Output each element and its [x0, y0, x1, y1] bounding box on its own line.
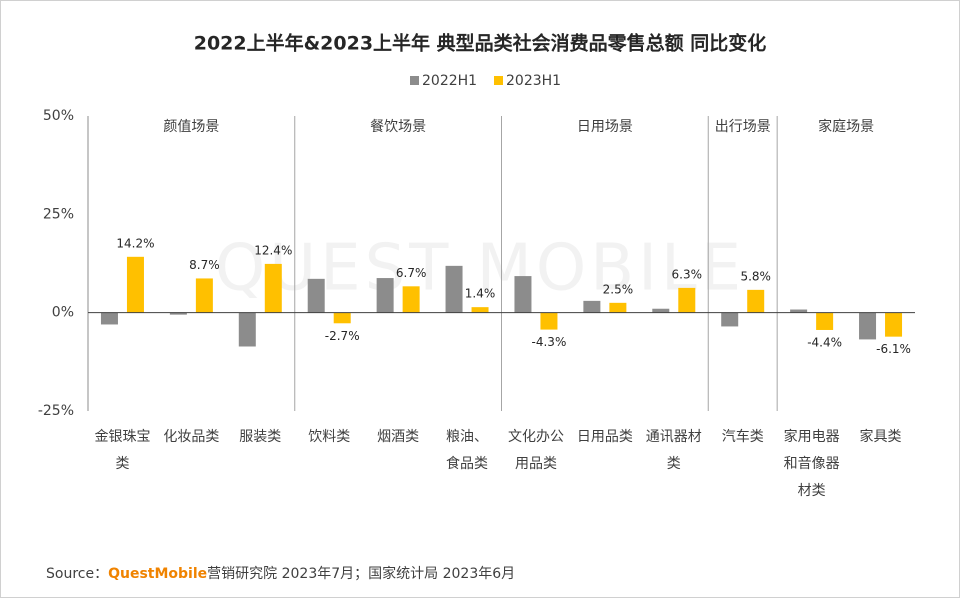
- x-tick-label-line: 粮油、: [446, 429, 488, 445]
- y-tick-label: 50%: [43, 108, 74, 124]
- value-label: 2.5%: [603, 282, 634, 296]
- bar: [307, 278, 325, 313]
- bar: [333, 312, 351, 324]
- x-tick-label-line: 食品类: [446, 455, 488, 472]
- x-tick-label-line: 类: [667, 456, 681, 472]
- x-tick-label-line: 材类: [798, 483, 826, 499]
- x-tick-label-line: 和音像器: [784, 455, 840, 472]
- x-tick-label-line: 汽车类: [722, 428, 764, 445]
- bar: [264, 263, 282, 313]
- chart-title: 2022上半年&2023上半年 典型品类社会消费品零售总额 同比变化: [194, 32, 767, 55]
- x-tick-label-line: 烟酒类: [377, 429, 419, 445]
- bar: [169, 312, 187, 315]
- bar: [885, 312, 903, 337]
- x-tick-label-line: 通讯器材: [646, 429, 702, 445]
- x-tick-label: 粮油、食品类: [446, 429, 488, 472]
- source-prefix: Source：: [46, 566, 108, 582]
- watermark: QUEST MOBILE: [215, 232, 745, 306]
- legend-label: 2023H1: [506, 73, 561, 89]
- value-label: 6.7%: [396, 266, 427, 280]
- x-tick-label-line: 类: [115, 456, 129, 472]
- bar: [126, 256, 144, 313]
- value-label: -4.3%: [532, 335, 567, 349]
- x-tick-label: 家具类: [860, 428, 902, 445]
- x-tick-label-line: 金银珠宝: [94, 429, 150, 445]
- x-tick-label-line: 文化办公: [508, 429, 564, 445]
- x-tick-label: 日用品类: [577, 429, 633, 445]
- bar: [195, 278, 213, 313]
- group-label: 出行场景: [715, 119, 771, 135]
- value-label: -4.4%: [807, 335, 842, 349]
- x-tick-label: 文化办公用品类: [508, 429, 564, 472]
- bar: [514, 276, 532, 313]
- legend-swatch: [410, 76, 419, 85]
- x-tick-label-line: 家具类: [860, 428, 902, 445]
- bar: [678, 287, 696, 313]
- x-tick-label: 家用电器和音像器材类: [784, 428, 840, 499]
- bar: [721, 312, 739, 327]
- x-tick-label-line: 用品类: [515, 456, 557, 472]
- bar: [790, 309, 808, 313]
- x-tick-label-line: 饮料类: [308, 429, 350, 445]
- bar: [100, 312, 118, 325]
- value-label: 12.4%: [254, 243, 292, 257]
- bar: [747, 289, 765, 313]
- x-tick-label-line: 化妆品类: [163, 429, 219, 445]
- bar: [471, 307, 489, 313]
- x-tick-label: 服装类: [239, 429, 281, 445]
- source: Source：QuestMobile营销研究院 2023年7月；国家统计局 20…: [46, 565, 515, 582]
- x-tick-label: 金银珠宝类: [94, 429, 150, 472]
- bar: [445, 265, 463, 313]
- group-label: 日用场景: [577, 119, 633, 135]
- legend-label: 2022H1: [422, 73, 477, 89]
- y-tick-label: 25%: [43, 206, 74, 222]
- y-tick-label: -25%: [38, 403, 74, 419]
- bar: [376, 278, 394, 313]
- bar: [609, 302, 627, 313]
- source-text: 营销研究院 2023年7月；国家统计局 2023年6月: [207, 565, 515, 582]
- value-label: 5.8%: [740, 269, 771, 283]
- group-label: 餐饮场景: [370, 119, 426, 135]
- bar: [816, 312, 834, 330]
- x-tick-label-line: 日用品类: [577, 429, 633, 445]
- x-tick-label: 通讯器材类: [646, 429, 702, 472]
- x-tick-label: 化妆品类: [163, 429, 219, 445]
- group-label: 颜值场景: [163, 119, 219, 135]
- source-brand: QuestMobile: [108, 566, 207, 582]
- value-label: 8.7%: [189, 258, 220, 272]
- x-tick-label: 烟酒类: [377, 429, 419, 445]
- value-label: 14.2%: [116, 236, 154, 250]
- bar: [583, 300, 601, 313]
- bar: [238, 312, 256, 347]
- x-tick-label-line: 服装类: [239, 429, 281, 445]
- bar: [402, 286, 420, 313]
- bar: [652, 308, 670, 313]
- bar: [859, 312, 877, 340]
- value-label: -2.7%: [325, 329, 360, 343]
- y-tick-label: 0%: [52, 305, 74, 321]
- x-tick-label: 汽车类: [722, 428, 764, 445]
- x-tick-label-line: 家用电器: [784, 428, 840, 445]
- x-tick-label: 饮料类: [308, 429, 350, 445]
- value-label: 1.4%: [465, 287, 496, 301]
- value-label: 6.3%: [672, 267, 703, 281]
- bar: [540, 312, 558, 330]
- value-label: -6.1%: [876, 342, 911, 356]
- legend-swatch: [494, 76, 503, 85]
- group-label: 家庭场景: [818, 118, 874, 135]
